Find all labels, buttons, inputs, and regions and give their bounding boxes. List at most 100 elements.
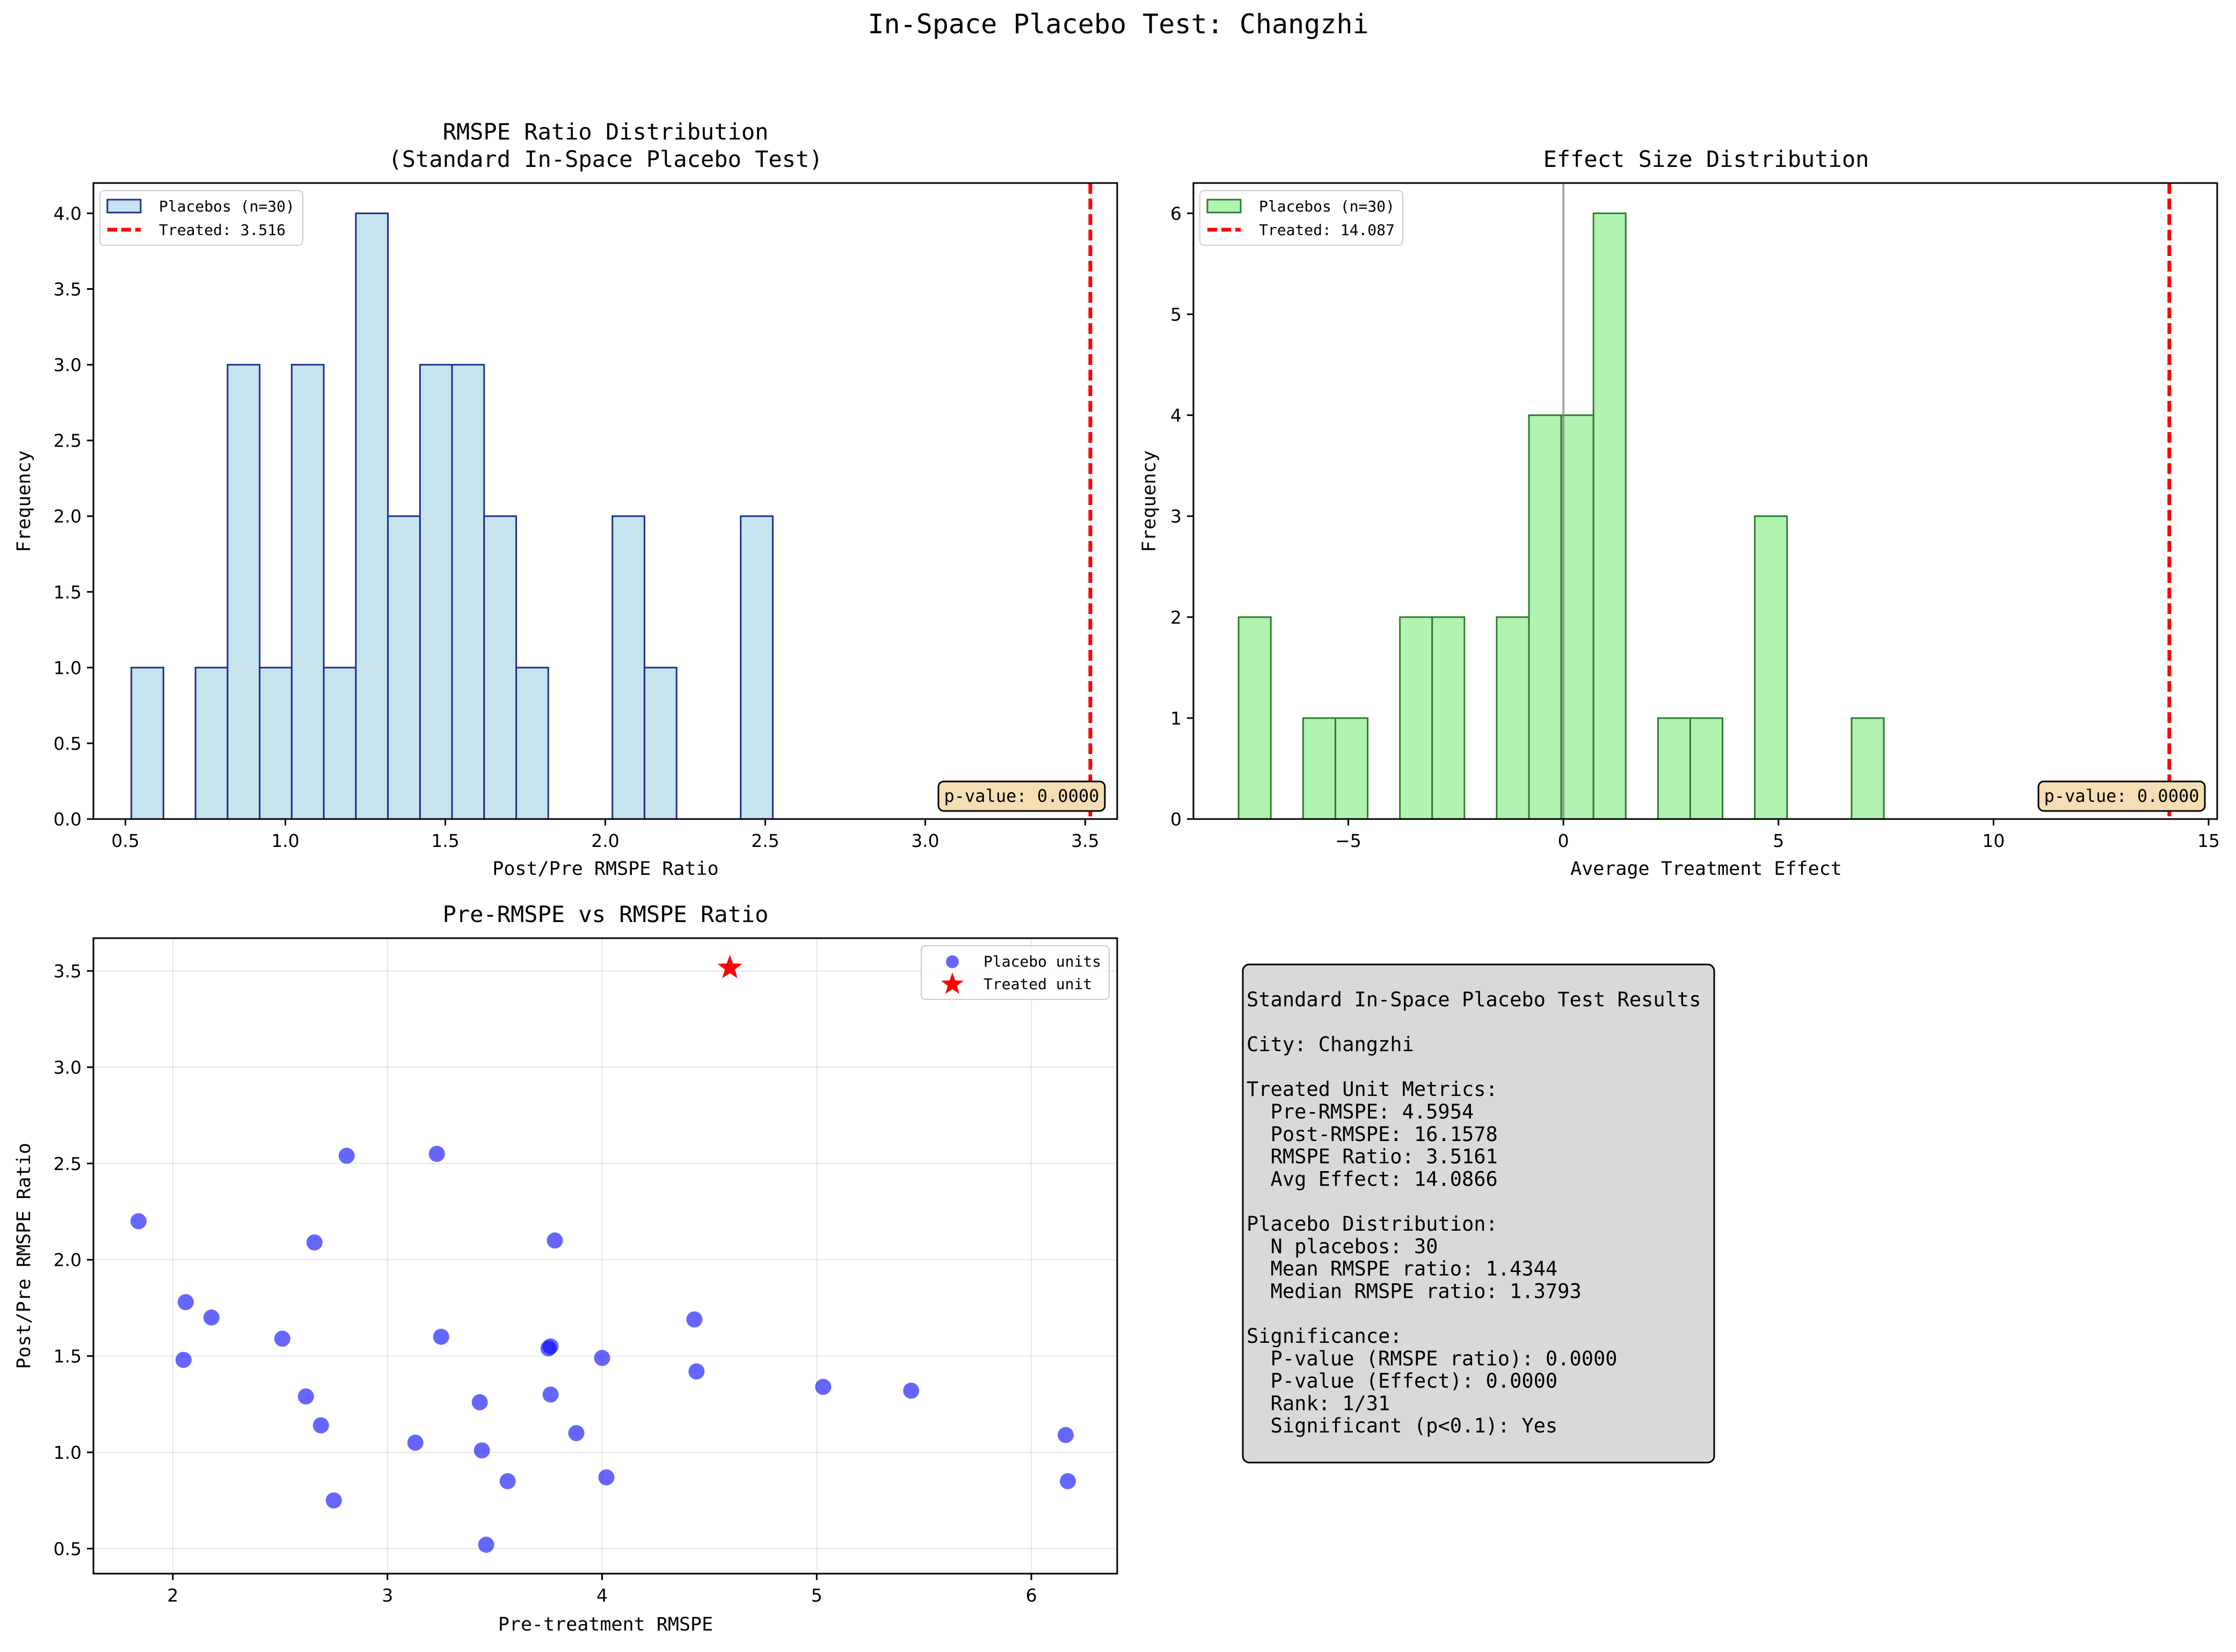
rmspe-histogram-pvalue-text: p-value: 0.0000 (944, 786, 1099, 806)
results-line: Significant (p<0.1): Yes (1247, 1414, 1557, 1437)
rmspe-histogram-bar (355, 212, 389, 820)
scatter-ytick-label: 3.5 (54, 961, 82, 982)
effect-histogram-plot-frame (1192, 182, 2218, 820)
effect-histogram-pvalue-box: p-value: 0.0000 (2037, 780, 2206, 812)
effect-histogram-pvalue-text: p-value: 0.0000 (2044, 786, 2199, 806)
rmspe-histogram-legend: Placebos (n=30) Treated: 3.516 (99, 190, 303, 246)
rmspe-histogram-bar (227, 364, 261, 820)
scatter-placebo-point (177, 1294, 194, 1311)
effect-histogram-bar (1528, 414, 1562, 820)
effect-histogram-bar (1334, 717, 1369, 820)
scatter-xtick-label: 5 (811, 1585, 822, 1606)
scatter-legend-treated-marker (941, 973, 964, 994)
results-line: Mean RMSPE ratio: 1.4344 (1247, 1258, 1557, 1281)
effect-histogram-ytick-label: 4 (1170, 405, 1182, 426)
rmspe-histogram-legend-treated-label: Treated: 3.516 (159, 221, 286, 239)
effect-histogram-bar (1592, 212, 1627, 820)
scatter-placebo-point (325, 1492, 342, 1509)
effect-histogram-title: Effect Size Distribution (1543, 146, 1869, 172)
effect-histogram-legend-placebo-label: Placebos (n=30) (1259, 198, 1395, 215)
effect-histogram-ytick-label: 0 (1170, 809, 1182, 830)
effect-histogram-ytick-label: 6 (1170, 203, 1182, 224)
scatter-placebo-point (407, 1435, 424, 1451)
scatter-placebo-point (471, 1394, 488, 1410)
scatter-ytick-label: 2.0 (54, 1249, 82, 1270)
rmspe-histogram-bar (194, 667, 229, 820)
scatter-treated-point (717, 955, 742, 978)
scatter-legend-frame (921, 945, 1110, 1000)
rmspe-histogram-ytick-label: 2.5 (54, 430, 82, 451)
rmspe-histogram-legend-placebo-label: Placebos (n=30) (159, 198, 295, 215)
scatter-panel: Pre-RMSPE vs RMSPE Ratio 2 3 4 5 6 0.5 1.0 1.5 2… (13, 901, 1118, 1635)
rmspe-histogram-title-line2: (Standard In-Space Placebo Test) (388, 146, 822, 172)
results-panel: Standard In-Space Placebo Test Results Ci… (1242, 963, 1715, 1464)
effect-histogram-bar (1657, 717, 1691, 820)
scatter-placebo-point (568, 1425, 585, 1442)
scatter-placebo-point (203, 1309, 220, 1326)
effect-histogram-xtick-label: 15 (2197, 830, 2220, 851)
rmspe-histogram-panel: RMSPE Ratio Distribution (Standard In-Sp… (13, 119, 1118, 880)
scatter-placebo-point (542, 1338, 559, 1355)
scatter-ytick-label: 1.5 (54, 1346, 82, 1367)
results-line: Avg Effect: 14.0866 (1247, 1167, 1498, 1190)
effect-histogram-ytick-label: 1 (1170, 708, 1182, 729)
rmspe-histogram-ytick-label: 1.0 (54, 657, 82, 678)
effect-histogram-bar (1560, 414, 1594, 820)
effect-histogram-legend-placebo-patch (1206, 199, 1242, 214)
rmspe-histogram-legend-placebo-patch (106, 199, 142, 214)
results-line: Pre-RMSPE: 4.5954 (1247, 1100, 1474, 1123)
results-line: Post-RMSPE: 16.1578 (1247, 1123, 1498, 1146)
effect-histogram-xlabel: Average Treatment Effect (1570, 858, 1842, 880)
scatter-placebo-point (312, 1417, 329, 1434)
scatter-legend-placebo-marker (946, 955, 959, 968)
effect-histogram-pvalue-frame (2037, 780, 2206, 812)
effect-histogram-ylabel: Frequency (1139, 450, 1160, 552)
rmspe-histogram-xtick-label: 1.0 (271, 830, 299, 851)
rmspe-histogram-bar (290, 364, 325, 820)
rmspe-histogram-ytick-label: 3.0 (54, 355, 82, 376)
rmspe-histogram-bar (451, 364, 485, 820)
effect-histogram-xtick-label: 0 (1558, 830, 1569, 851)
rmspe-histogram-ytick-label: 3.5 (54, 279, 82, 300)
scatter-xtick-label: 3 (382, 1585, 393, 1606)
scatter-placebo-point (478, 1537, 494, 1553)
scatter-placebo-point (428, 1145, 445, 1162)
results-line: N placebos: 30 (1247, 1235, 1438, 1258)
rmspe-histogram-bar (643, 667, 678, 820)
scatter-placebo-point (499, 1473, 516, 1489)
effect-histogram-ytick-label: 3 (1170, 506, 1182, 527)
effect-histogram-bar (1302, 717, 1336, 820)
results-line: RMSPE Ratio: 3.5161 (1247, 1145, 1498, 1168)
effect-histogram-bar (1431, 616, 1466, 820)
rmspe-histogram-xtick-label: 3.5 (1071, 830, 1099, 851)
effect-histogram-bar (1496, 616, 1530, 820)
effect-histogram-xtick-label: 10 (1982, 830, 2005, 851)
results-line: Significance: (1247, 1325, 1402, 1348)
effect-histogram-ytick-label: 5 (1170, 304, 1182, 325)
figure-suptitle: In-Space Placebo Test: Changzhi (868, 9, 1368, 40)
effect-histogram-xtick-label: 5 (1773, 830, 1784, 851)
results-line: City: Changzhi (1247, 1033, 1414, 1056)
results-line: Placebo Distribution: (1247, 1212, 1498, 1236)
scatter-placebo-point (297, 1388, 314, 1405)
effect-histogram-panel: Effect Size Distribution −5 0 5 10 15 0 1 2 3 4 5 6… (1139, 146, 2220, 880)
results-box (1242, 963, 1715, 1464)
results-text: Standard In-Space Placebo Test Results Ci… (1247, 988, 1701, 1437)
rmspe-histogram-bar (130, 667, 164, 820)
scatter-placebo-point (1058, 1427, 1074, 1443)
rmspe-histogram-ytick-label: 0.0 (54, 809, 82, 830)
rmspe-histogram-xtick-label: 3.0 (911, 830, 939, 851)
effect-histogram-xtick-label: −5 (1335, 830, 1361, 851)
results-line: Treated Unit Metrics: (1247, 1078, 1498, 1101)
rmspe-histogram-xtick-label: 1.5 (431, 830, 459, 851)
rmspe-histogram-bar (259, 667, 293, 820)
scatter-placebo-point (686, 1311, 703, 1328)
effect-histogram-bar (1851, 717, 1885, 820)
rmspe-histogram-xtick-label: 0.5 (111, 830, 139, 851)
scatter-placebo-point (474, 1442, 490, 1459)
results-line: Standard In-Space Placebo Test Results (1247, 988, 1701, 1011)
rmspe-histogram-bar (419, 364, 453, 820)
scatter-ytick-label: 0.5 (54, 1538, 82, 1559)
scatter-placebo-point (542, 1386, 559, 1403)
